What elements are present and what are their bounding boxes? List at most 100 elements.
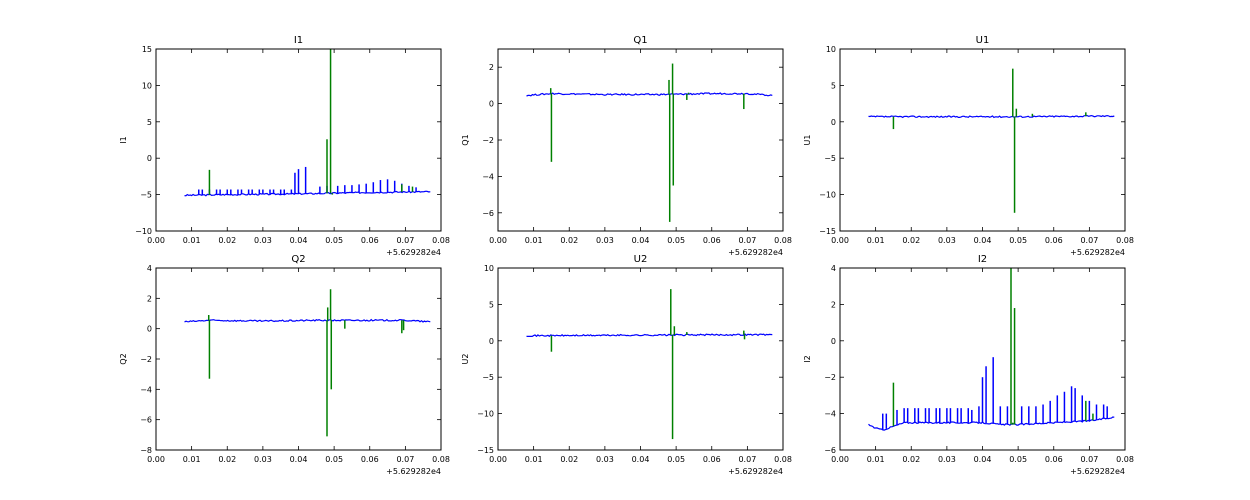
series-blue — [184, 166, 431, 197]
x-tick-label: 0.06 — [361, 236, 379, 245]
y-axis-label: I2 — [803, 355, 812, 362]
x-tick-label: 0.03 — [596, 236, 614, 245]
y-tick-label: −2 — [140, 355, 152, 364]
x-tick-label: 0.08 — [432, 455, 450, 464]
y-tick-label: −4 — [482, 172, 494, 181]
y-axis-label: Q2 — [119, 353, 128, 364]
x-tick-label: 0.00 — [831, 236, 849, 245]
x-tick-label: 0.08 — [1116, 455, 1134, 464]
x-tick-label: 0.07 — [1080, 455, 1098, 464]
x-offset-label: +5.629282e4 — [1070, 467, 1125, 476]
series-blue — [868, 114, 1115, 119]
plot-frame — [497, 267, 784, 451]
x-tick-label: 0.03 — [938, 236, 956, 245]
y-tick-label: −5 — [824, 154, 836, 163]
x-tick-label: 0.06 — [703, 455, 721, 464]
x-tick-label: 0.02 — [560, 455, 578, 464]
x-tick-label: 0.06 — [1045, 455, 1063, 464]
y-tick-label: 4 — [147, 264, 152, 273]
chart-title: I2 — [978, 254, 987, 265]
chart-title: I1 — [294, 35, 303, 46]
y-tick-label: 0 — [489, 337, 494, 346]
series-line — [184, 318, 431, 323]
x-tick-label: 0.02 — [902, 455, 920, 464]
y-tick-label: −5 — [482, 373, 494, 382]
plot-area — [868, 268, 1115, 431]
y-tick-label: −4 — [140, 385, 152, 394]
x-tick-label: 0.01 — [525, 236, 543, 245]
x-tick-label: 0.03 — [254, 236, 272, 245]
x-tick-label: 0.01 — [867, 236, 885, 245]
x-tick-label: 0.02 — [902, 236, 920, 245]
x-offset-label: +5.629282e4 — [1070, 248, 1125, 257]
x-tick-label: 0.07 — [396, 455, 414, 464]
x-tick-label: 0.00 — [489, 455, 507, 464]
y-tick-label: −15 — [819, 227, 836, 236]
x-tick-label: 0.06 — [703, 236, 721, 245]
x-tick-label: 0.00 — [147, 236, 165, 245]
x-tick-label: 0.04 — [974, 455, 992, 464]
plot-area — [526, 289, 773, 440]
x-tick-label: 0.03 — [938, 455, 956, 464]
y-tick-label: −10 — [819, 191, 836, 200]
series-green — [549, 63, 745, 222]
series-green — [550, 289, 746, 440]
x-tick-label: 0.04 — [632, 455, 650, 464]
y-axis-label: U1 — [803, 135, 812, 146]
y-tick-label: 0 — [147, 154, 152, 163]
x-tick-label: 0.02 — [560, 236, 578, 245]
series-green — [892, 268, 1094, 427]
x-tick-label: 0.08 — [774, 236, 792, 245]
chart-panel-i1: 0.00 0.01 0.02 0.03 0.04 0.05 0.06 0.07 0.08 −10 −… — [119, 35, 450, 257]
x-tick-label: 0.08 — [774, 455, 792, 464]
series-blue — [868, 357, 1115, 431]
y-tick-label: 10 — [826, 45, 836, 54]
x-tick-label: 0.04 — [290, 455, 308, 464]
y-tick-label: 5 — [147, 118, 152, 127]
series-line — [184, 190, 431, 197]
y-tick-label: 2 — [489, 63, 494, 72]
y-tick-label: 5 — [831, 81, 836, 90]
x-tick-label: 0.03 — [596, 455, 614, 464]
chart-title: Q2 — [291, 254, 305, 265]
y-tick-label: 10 — [484, 264, 494, 273]
y-tick-label: −2 — [824, 373, 836, 382]
chart-panel-u1: 0.00 0.01 0.02 0.03 0.04 0.05 0.06 0.07 0.08 −15 −… — [803, 35, 1134, 257]
plot-area — [184, 289, 431, 437]
x-tick-label: 0.07 — [396, 236, 414, 245]
x-tick-label: 0.01 — [183, 455, 201, 464]
x-offset-label: +5.629282e4 — [728, 248, 783, 257]
y-tick-label: −10 — [477, 410, 494, 419]
series-line — [868, 114, 1115, 119]
y-tick-label: −6 — [824, 446, 836, 455]
x-tick-label: 0.01 — [525, 455, 543, 464]
x-tick-label: 0.05 — [325, 236, 343, 245]
y-tick-label: 0 — [831, 337, 836, 346]
y-tick-label: 2 — [831, 300, 836, 309]
x-offset-label: +5.629282e4 — [728, 467, 783, 476]
plot-area — [868, 68, 1115, 213]
series-line — [526, 333, 773, 338]
y-tick-label: 0 — [147, 325, 152, 334]
x-tick-label: 0.06 — [1045, 236, 1063, 245]
x-tick-label: 0.05 — [667, 236, 685, 245]
y-axis-label: U2 — [461, 354, 470, 365]
plot-frame — [839, 48, 1126, 232]
series-green — [207, 289, 405, 437]
y-tick-label: −8 — [140, 446, 152, 455]
x-tick-label: 0.05 — [1009, 236, 1027, 245]
y-tick-label: 4 — [831, 264, 836, 273]
y-tick-label: 15 — [142, 45, 152, 54]
x-offset-label: +5.629282e4 — [386, 248, 441, 257]
chart-panel-u2: 0.00 0.01 0.02 0.03 0.04 0.05 0.06 0.07 0.08 −15 −… — [461, 254, 792, 476]
x-tick-label: 0.04 — [974, 236, 992, 245]
y-axis-label: Q1 — [461, 134, 470, 145]
y-tick-label: 5 — [489, 300, 494, 309]
x-offset-label: +5.629282e4 — [386, 467, 441, 476]
series-line — [526, 92, 773, 97]
series-blue — [184, 318, 431, 323]
plot-frame — [497, 48, 784, 232]
x-tick-label: 0.08 — [432, 236, 450, 245]
plot-area — [526, 63, 773, 222]
plot-area — [184, 49, 431, 197]
